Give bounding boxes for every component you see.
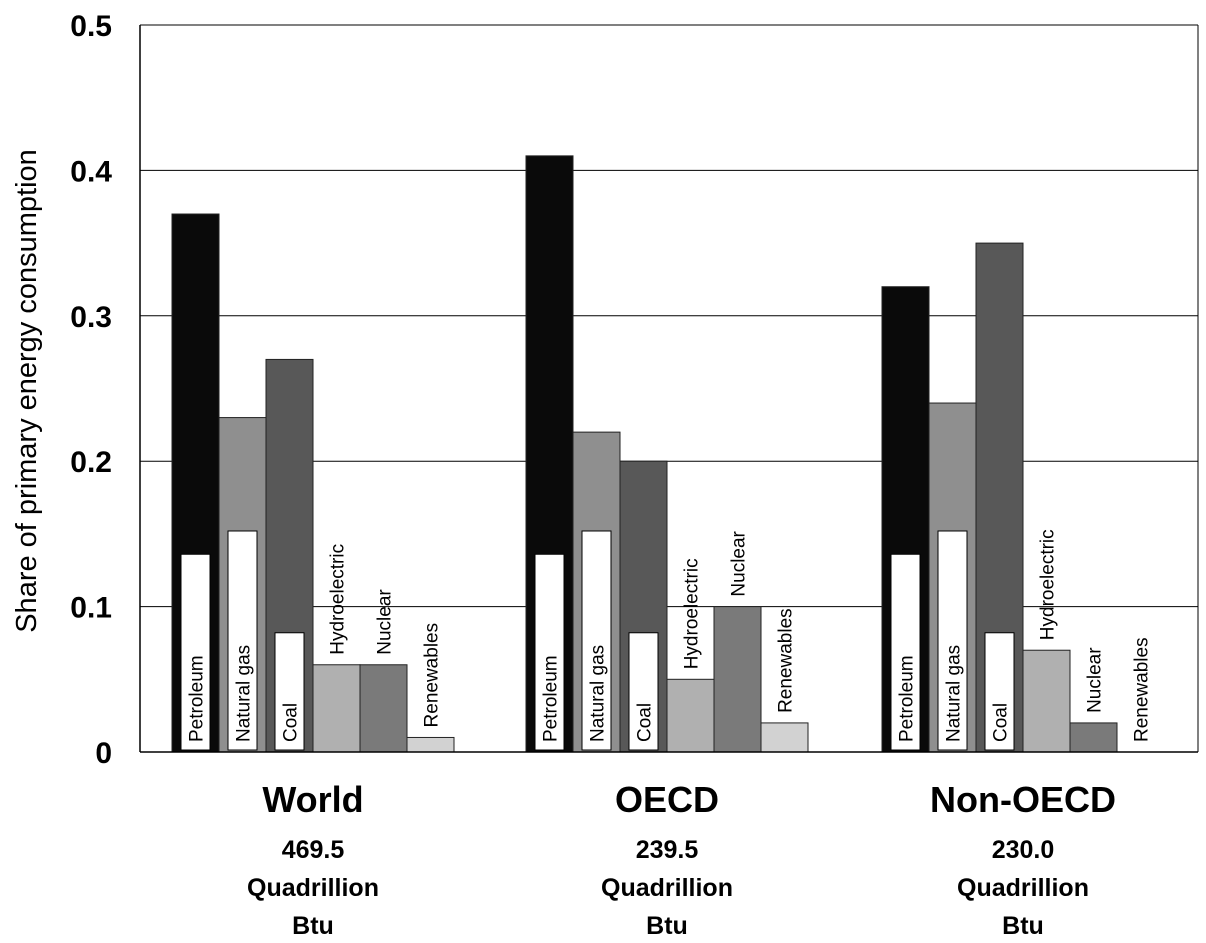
bar-label: Petroleum [187,655,208,742]
bar-label-box [274,632,305,751]
category-label: OECD [615,779,719,820]
bar-label: Hydroelectric [1038,529,1059,640]
bar-label: Nuclear [375,589,396,655]
bar-nuclear-non-oecd [1069,722,1118,753]
category-total-line: Btu [646,912,688,938]
category-labels: World 469.5 Quadrillion Btu OECD 239.5 Quadril… [247,779,1116,940]
category-total-line: 230.0 [992,836,1055,864]
bar-hydroelectric-world [312,664,361,753]
bar-nuclear-oecd [713,606,762,753]
bar-label-box [937,530,968,751]
category-total-line: Quadrillion [957,874,1089,902]
axes [139,24,1199,753]
bar-label-box [984,632,1015,751]
y-tick-label: 0.1 [70,592,112,625]
y-axis-label: Share of primary energy consumption [11,149,43,633]
y-tick-label: 0.2 [70,446,112,479]
bar-label-box [581,530,612,751]
bar-label: Coal [991,703,1012,742]
y-tick-label: 0.4 [70,155,112,188]
bar-hydroelectric-non-oecd [1022,649,1071,753]
y-tick-label: 0 [95,737,112,770]
bar-label: Renewables [422,623,443,728]
category-total-line: Btu [292,912,334,938]
bar-labels: Petroleum Natural gas Coal Hydroelectric Nuc… [180,529,1153,751]
y-tick-labels: 0 0.1 0.2 0.3 0.4 0.5 [70,10,112,770]
bar-renewables-world [406,736,455,753]
category-total-line: 469.5 [282,836,345,864]
bar-label-box [534,553,565,751]
bar-renewables-oecd [760,722,809,753]
bar-label: Renewables [776,608,797,713]
bar-label: Hydroelectric [328,544,349,655]
category-label: Non-OECD [930,779,1116,820]
y-tick-label: 0.3 [70,301,112,334]
bar-label: Petroleum [541,655,562,742]
category-total-line: Quadrillion [247,874,379,902]
bar-label: Coal [635,703,656,742]
y-tick-label: 0.5 [70,10,112,43]
bar-label: Petroleum [897,655,918,742]
bar-label: Natural gas [588,645,609,742]
bar-label: Hydroelectric [682,558,703,669]
bar-label-box [890,553,921,751]
bar-label-box [628,632,659,751]
bar-label: Nuclear [729,530,750,596]
bar-label: Coal [281,703,302,742]
category-label: World [262,779,363,820]
category-total-line: 239.5 [636,836,699,864]
bar-label: Renewables [1132,637,1153,742]
category-total-line: Btu [1002,912,1044,938]
bar-nuclear-world [359,664,408,753]
bar-hydroelectric-oecd [666,678,715,753]
bar-label: Natural gas [234,645,255,742]
category-total-line: Quadrillion [601,874,733,902]
bar-label: Natural gas [944,645,965,742]
bar-label-box [227,530,258,751]
bar-label: Nuclear [1085,647,1106,713]
bar-label-box [180,553,211,751]
